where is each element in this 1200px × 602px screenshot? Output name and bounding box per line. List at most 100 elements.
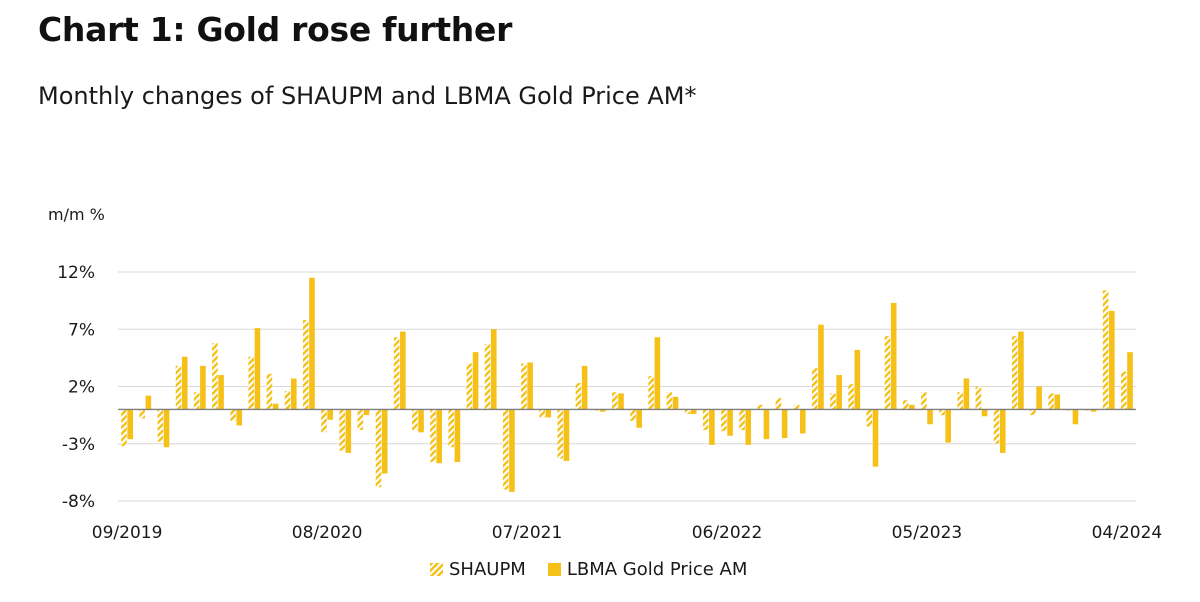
legend-label-lbma: LBMA Gold Price AM [566, 559, 748, 580]
bar-lbma [1072, 409, 1079, 425]
y-tick-label: 2% [68, 378, 95, 398]
hatched-swatch-icon [430, 563, 443, 576]
bar-lbma [581, 365, 588, 410]
bar-shaupm [284, 391, 291, 410]
chart-subtitle: Monthly changes of SHAUPM and LBMA Gold … [38, 82, 697, 110]
bar-shaupm [230, 409, 236, 421]
bar-lbma [472, 352, 479, 410]
bar-lbma [309, 277, 315, 410]
chart-title: Chart 1: Gold rose further [38, 10, 513, 49]
bar-shaupm [266, 373, 273, 410]
chart-legend: SHAUPM LBMA Gold Price AM [430, 559, 769, 580]
solid-swatch-icon [547, 563, 561, 576]
bar-lbma [890, 302, 897, 410]
bar-lbma [963, 378, 970, 410]
bar-lbma [945, 409, 952, 443]
bar-lbma [545, 409, 552, 418]
bar-lbma [1127, 352, 1133, 410]
bar-shaupm [539, 409, 545, 418]
bar-lbma [381, 409, 388, 474]
bar-lbma [763, 409, 770, 440]
bar-shaupm [339, 409, 345, 451]
bar-lbma [745, 409, 752, 445]
bar-lbma [600, 409, 606, 412]
bar-shaupm [121, 409, 127, 447]
legend-item-shaupm: SHAUPM [430, 559, 526, 580]
bar-shaupm [975, 386, 982, 410]
bar-lbma [345, 409, 352, 453]
bar-shaupm [139, 409, 145, 419]
bar-shaupm [248, 356, 255, 410]
bar-shaupm [939, 409, 945, 416]
bar-lbma [1054, 394, 1061, 410]
bar-lbma [709, 409, 715, 445]
bar-lbma [1090, 409, 1097, 412]
bar-shaupm [521, 363, 527, 410]
x-tick-label: 06/2022 [692, 523, 763, 543]
bar-shaupm [811, 368, 818, 410]
bar-shaupm [430, 409, 436, 463]
bar-lbma [200, 365, 206, 410]
bar-shaupm [502, 409, 509, 490]
bar-lbma [654, 337, 661, 410]
bar-lbma [236, 409, 243, 426]
bar-lbma [218, 375, 224, 410]
bar-lbma [509, 409, 515, 492]
y-tick-label: -3% [62, 435, 95, 455]
bar-shaupm [848, 384, 854, 410]
x-tick-label: 07/2021 [492, 523, 563, 543]
bar-lbma [727, 409, 733, 436]
y-tick-label: 7% [68, 320, 95, 340]
bar-shaupm [793, 404, 800, 410]
bar-lbma [818, 324, 824, 410]
bar-shaupm [721, 409, 727, 432]
bar-lbma [327, 409, 333, 420]
bar-shaupm [993, 409, 1000, 444]
bar-lbma [400, 331, 406, 410]
y-tick-label: -8% [62, 492, 95, 512]
x-tick-label: 04/2024 [1092, 523, 1163, 543]
bar-lbma [181, 356, 188, 410]
bar-shaupm [193, 392, 200, 410]
bar-lbma [490, 329, 497, 410]
bar-lbma [527, 362, 533, 410]
bar-lbma [636, 409, 642, 428]
bar-lbma [454, 409, 461, 463]
legend-item-lbma: LBMA Gold Price AM [547, 559, 748, 580]
bar-shaupm [775, 397, 782, 410]
bar-lbma [836, 375, 842, 410]
bar-shaupm [1030, 409, 1036, 416]
bar-lbma [436, 409, 443, 464]
bar-shaupm [830, 393, 836, 410]
bar-shaupm [684, 409, 691, 414]
bar-shaupm [1048, 393, 1054, 410]
legend-label-shaupm: SHAUPM [449, 559, 526, 580]
bar-shaupm [321, 409, 327, 433]
bar-lbma [163, 409, 170, 448]
bar-lbma [563, 409, 570, 461]
bar-lbma [927, 409, 933, 425]
bar-lbma [1036, 386, 1042, 410]
bar-lbma [363, 409, 370, 416]
bar-lbma [781, 409, 788, 439]
bar-shaupm [630, 409, 636, 421]
bar-shaupm [739, 409, 745, 431]
bar-lbma [690, 409, 697, 414]
bar-lbma [127, 409, 133, 440]
bar-lbma [1109, 310, 1115, 410]
bar-shaupm [357, 409, 364, 431]
bar-shaupm [957, 392, 963, 410]
bar-shaupm [557, 409, 564, 459]
bar-shaupm [648, 376, 654, 410]
x-tick-label: 08/2020 [292, 523, 363, 543]
bar-shaupm [902, 400, 909, 410]
bar-shaupm [1011, 336, 1018, 410]
bar-lbma [291, 378, 297, 410]
bar-lbma [999, 409, 1006, 453]
bar-lbma [418, 409, 424, 433]
bar-lbma [272, 403, 279, 410]
bar-shaupm [575, 383, 582, 410]
bar-lbma [981, 409, 988, 417]
bar-shaupm [302, 320, 309, 410]
